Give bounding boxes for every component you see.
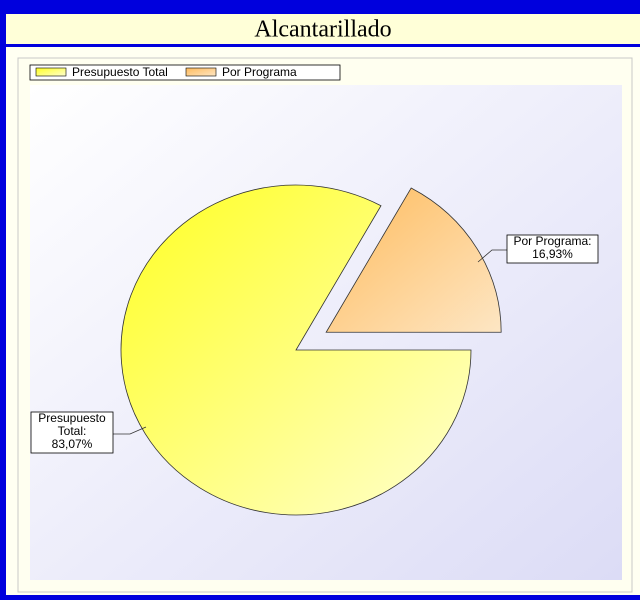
data-label: Total: — [58, 424, 87, 438]
pie-slice — [120, 184, 472, 516]
pie-slice — [325, 187, 502, 333]
title-bar — [6, 14, 640, 44]
data-label-box — [506, 234, 599, 264]
legend-swatch — [185, 67, 217, 77]
title: Alcantarillado — [254, 17, 391, 43]
legend-label: Por Programa — [222, 65, 297, 79]
leader-line — [477, 249, 507, 263]
data-label: Por Programa: — [513, 234, 591, 248]
data-label-box — [30, 411, 114, 454]
data-label: 16,93% — [532, 247, 573, 261]
data-label: Presupuesto — [38, 411, 106, 425]
legend-swatch — [35, 67, 67, 77]
leader-line — [113, 426, 147, 435]
legend — [29, 64, 341, 81]
data-label: 83,07% — [52, 437, 93, 451]
legend-label: Presupuesto Total — [72, 65, 168, 79]
